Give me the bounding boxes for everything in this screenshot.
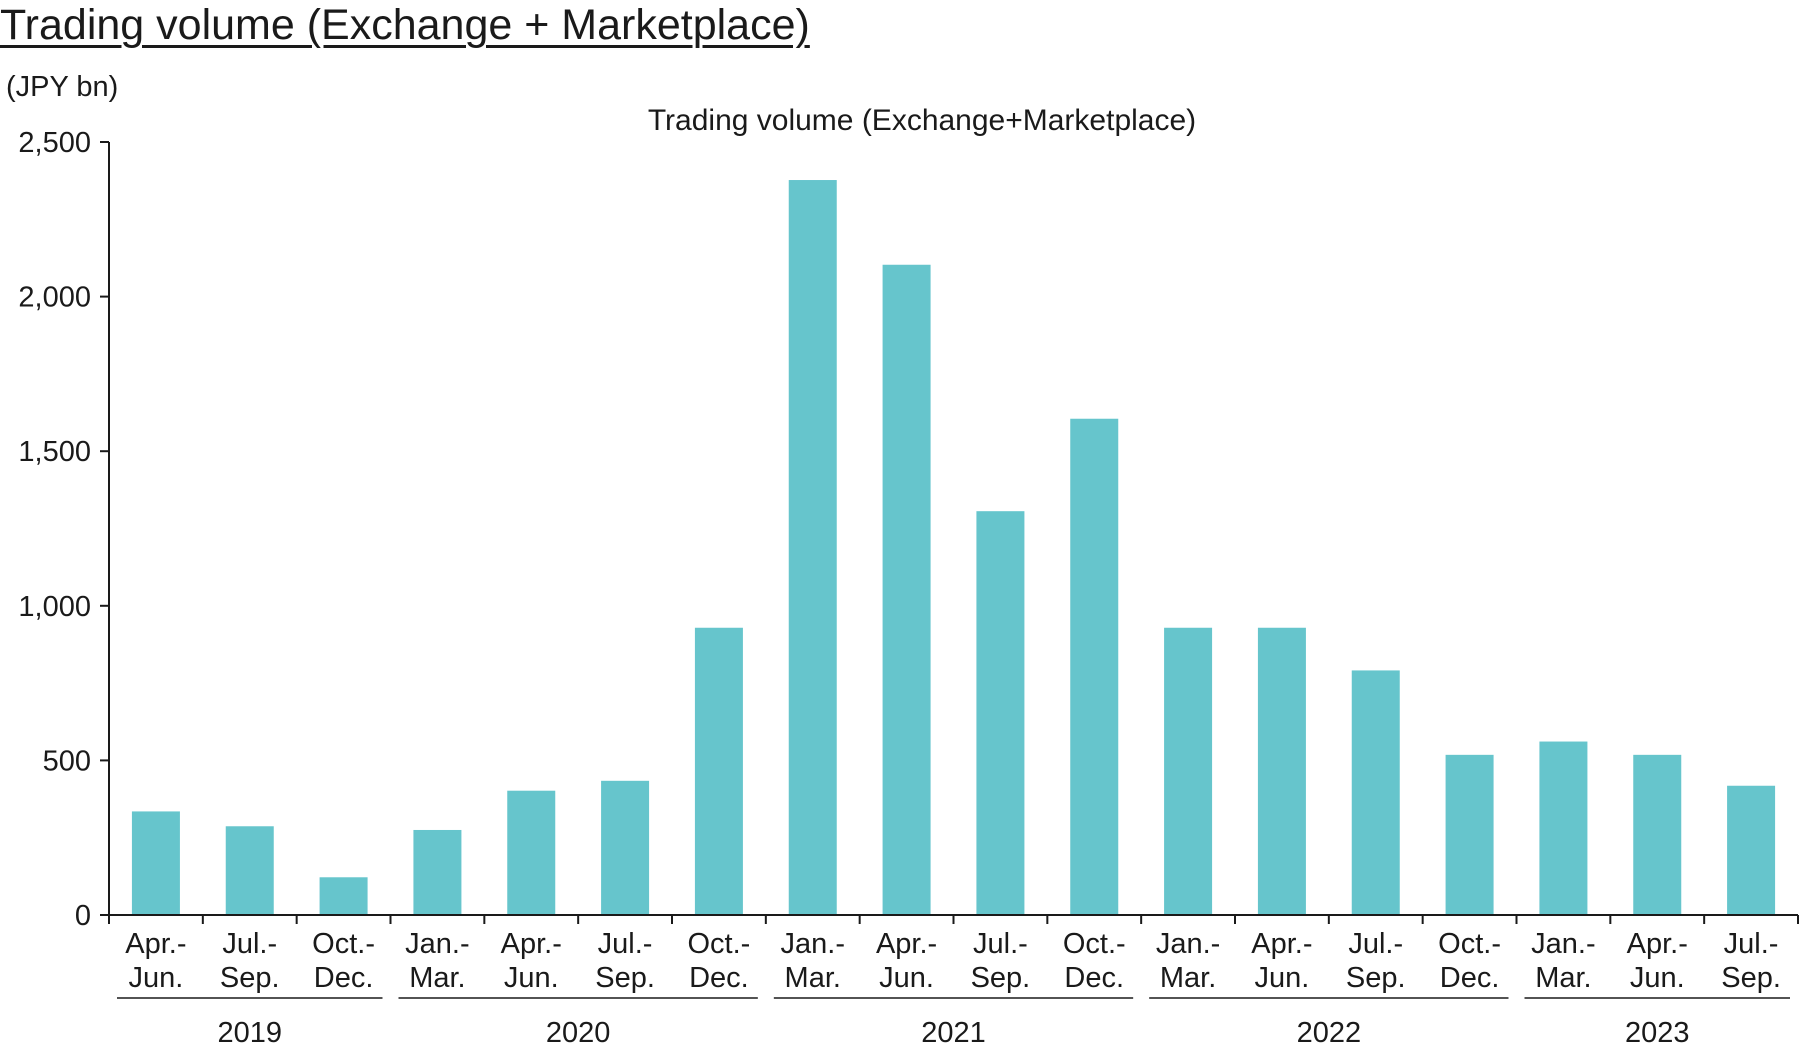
y-unit-label: (JPY bn) [6, 71, 118, 103]
year-label: 2022 [1297, 1017, 1362, 1049]
x-tick-label: Jan.-Mar. [781, 928, 845, 994]
page-title: Trading volume (Exchange + Marketplace) [0, 1, 810, 49]
bar [1445, 754, 1494, 915]
bars [131, 180, 1776, 915]
y-tick-label: 2,500 [18, 127, 91, 159]
year-label: 2023 [1625, 1017, 1690, 1049]
chart-title: Trading volume (Exchange+Marketplace) [648, 104, 1196, 137]
bar [319, 877, 368, 915]
x-tick-label: Jan.-Mar. [1156, 928, 1220, 994]
bar [601, 780, 650, 915]
x-tick-label: Oct.-Dec. [687, 928, 750, 994]
bar [882, 264, 931, 915]
year-label: 2019 [217, 1017, 282, 1049]
bar [1164, 627, 1213, 915]
bar [1257, 627, 1306, 915]
x-tick-label: Oct.-Dec. [312, 928, 375, 994]
bar [1727, 785, 1776, 915]
bar [788, 180, 837, 915]
x-tick-label: Jul.-Sep. [220, 928, 280, 994]
x-tick-label: Apr.-Jun. [1627, 928, 1688, 994]
bar [1539, 741, 1588, 915]
y-axis: 0 500 1,000 1,500 2,000 2,500 [18, 127, 110, 932]
y-tick-label: 1,500 [18, 436, 91, 468]
x-tick-label: Apr.-Jun. [876, 928, 937, 994]
year-label: 2020 [546, 1017, 611, 1049]
bar [507, 790, 556, 915]
x-tick-label: Jul.-Sep. [971, 928, 1031, 994]
x-tick-label: Apr.-Jun. [1251, 928, 1312, 994]
bar [1070, 418, 1119, 915]
x-axis: Apr.-Jun. Jul.-Sep. Oct.-Dec. Jan.-Mar. Apr.… [108, 914, 1799, 994]
bar [131, 811, 180, 915]
bar [1633, 754, 1682, 915]
bar [1351, 670, 1400, 915]
y-tick-label: 0 [75, 900, 91, 932]
x-tick-label: Oct.-Dec. [1438, 928, 1501, 994]
y-tick-label: 1,000 [18, 591, 91, 623]
x-tick-label: Oct.-Dec. [1063, 928, 1126, 994]
y-tick-label: 500 [43, 745, 91, 777]
x-tick-label: Jul.-Sep. [595, 928, 655, 994]
bar [694, 627, 743, 915]
x-tick-label: Jul.-Sep. [1721, 928, 1781, 994]
x-tick-label: Jan.-Mar. [405, 928, 469, 994]
year-label: 2021 [921, 1017, 986, 1049]
year-groups: 2019 2020 2021 2022 2023 [117, 997, 1790, 1049]
bar [413, 829, 462, 915]
y-tick-label: 2,000 [18, 282, 91, 314]
x-tick-label: Apr.-Jun. [501, 928, 562, 994]
x-tick-label: Apr.-Jun. [125, 928, 186, 994]
bar [225, 826, 274, 915]
x-tick-label: Jan.-Mar. [1531, 928, 1595, 994]
bar [976, 511, 1025, 915]
x-tick-label: Jul.-Sep. [1346, 928, 1406, 994]
